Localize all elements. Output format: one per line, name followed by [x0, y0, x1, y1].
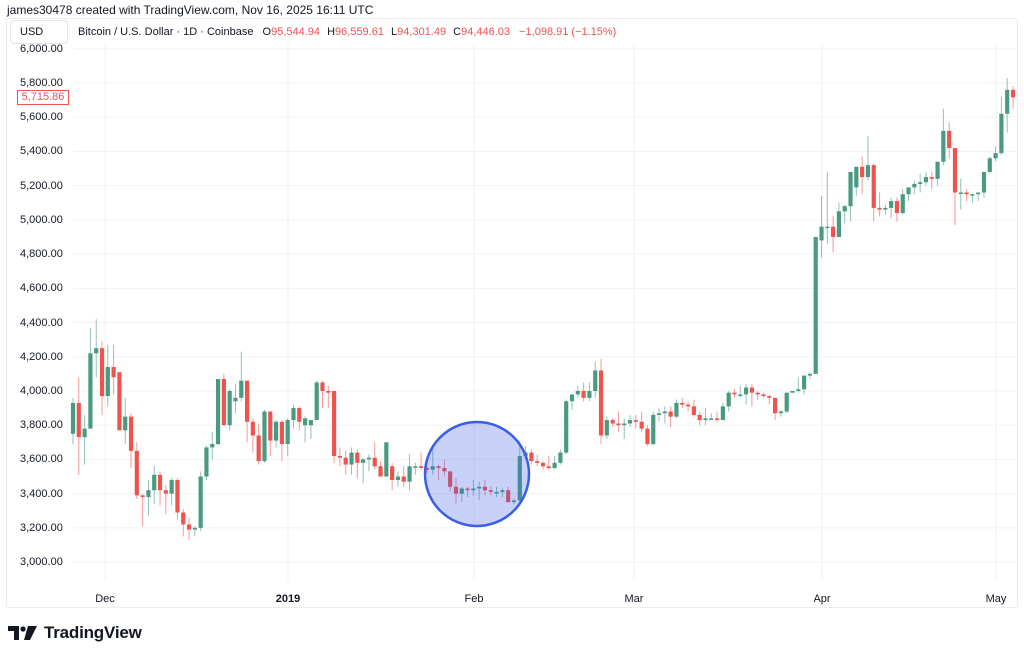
time-axis-label: May: [985, 593, 1007, 605]
currency-selector[interactable]: USD: [10, 20, 68, 44]
highlight-circle: [423, 420, 531, 528]
time-axis-label: Feb: [464, 593, 484, 605]
price-axis-label: 4,200.00: [20, 350, 63, 363]
price-axis-label: 4,000.00: [20, 384, 63, 397]
last-price-tag: 5,715.86: [17, 90, 69, 105]
time-axis-label: 2019: [275, 593, 301, 605]
symbol-title: Bitcoin / U.S. Dollar · 1D · Coinbase: [78, 26, 254, 38]
price-axis-label: 5,400.00: [20, 145, 63, 158]
price-axis-label: 3,200.00: [20, 521, 63, 534]
high-label: H: [327, 26, 336, 38]
open-label: O: [262, 26, 272, 38]
change-value: −1,098.91 (−1.15%): [519, 26, 617, 38]
price-axis-label: 3,000.00: [20, 556, 63, 569]
price-axis-label: 4,600.00: [20, 282, 63, 295]
price-axis-label: 5,000.00: [20, 213, 63, 226]
tradingview-logo: TradingView: [8, 623, 142, 643]
time-axis-label: Dec: [95, 593, 115, 605]
open-value: 95,544.94: [271, 26, 321, 38]
price-axis-label: 3,400.00: [20, 487, 63, 500]
time-axis-label: Mar: [624, 593, 644, 605]
low-label: L: [391, 26, 398, 38]
price-axis-label: 5,800.00: [20, 77, 63, 89]
high-value: 96,559.61: [335, 26, 384, 38]
price-axis-label: 3,600.00: [20, 453, 63, 466]
price-axis-label: 6,000.00: [20, 42, 63, 55]
price-axis-label: 5,600.00: [20, 111, 63, 124]
price-axis-label: 5,200.00: [20, 179, 63, 192]
chart-credit: james30478 created with TradingView.com,…: [7, 3, 374, 17]
grid-lines: [74, 44, 1017, 580]
candlestick-series: [70, 77, 1016, 540]
price-axis-label: 4,800.00: [20, 248, 63, 261]
close-label: C: [453, 26, 462, 38]
price-axis-label: 4,400.00: [20, 316, 63, 329]
brand-name: TradingView: [44, 623, 142, 642]
price-axis-label: 3,800.00: [20, 419, 63, 432]
low-value: 94,301.49: [397, 26, 447, 38]
chart-frame: [6, 18, 1018, 608]
close-value: 94,446.03: [461, 26, 511, 38]
symbol-legend: Bitcoin / U.S. Dollar · 1D · Coinbase O9…: [78, 26, 616, 38]
tradingview-logo-icon: [8, 626, 37, 640]
time-axis-label: Apr: [813, 593, 831, 605]
